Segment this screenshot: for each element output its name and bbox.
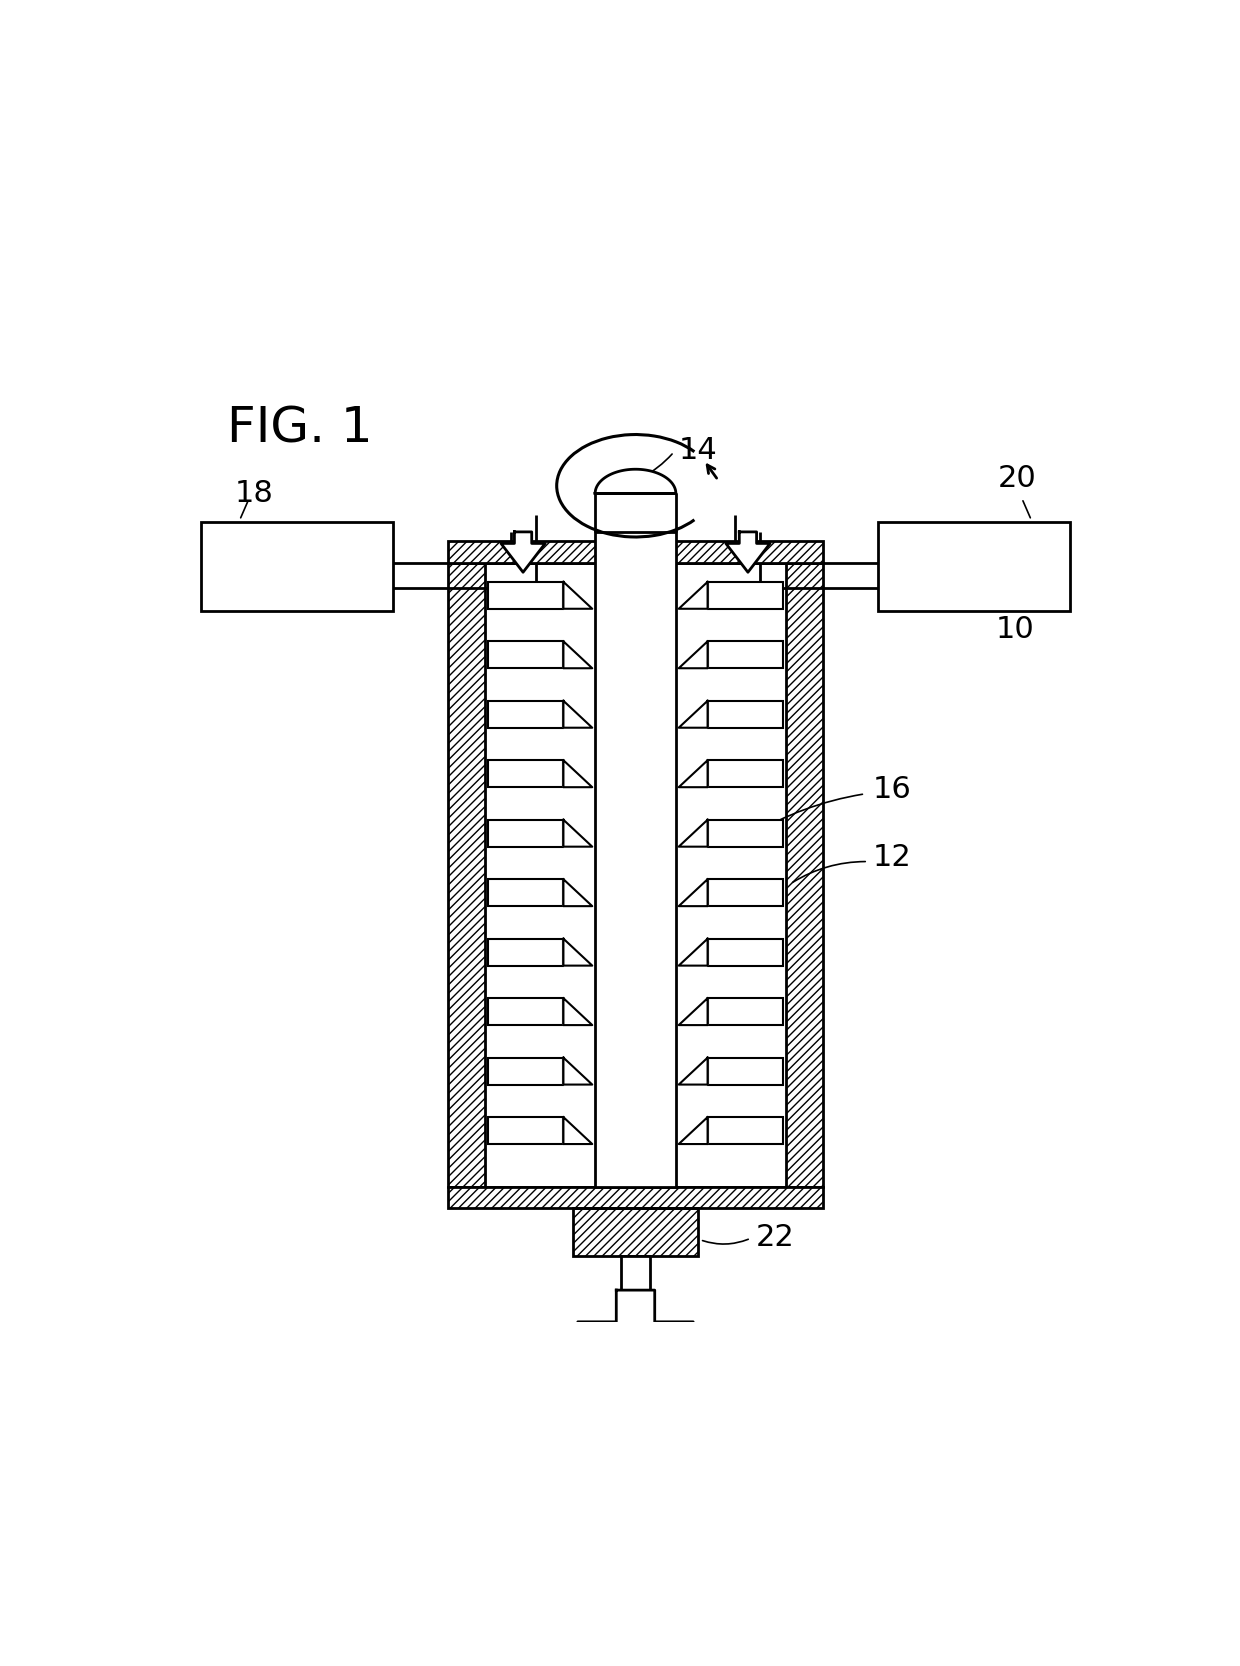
Polygon shape — [678, 760, 708, 788]
Polygon shape — [563, 641, 593, 668]
Bar — [448, 1188, 823, 1208]
Bar — [708, 760, 782, 788]
Text: 12: 12 — [873, 843, 911, 871]
Bar — [595, 531, 676, 1188]
Polygon shape — [563, 938, 593, 966]
Polygon shape — [678, 1058, 708, 1085]
Bar — [489, 1118, 563, 1145]
Polygon shape — [678, 1118, 708, 1145]
Bar — [573, 1208, 698, 1256]
Polygon shape — [563, 998, 593, 1025]
Text: 22: 22 — [755, 1223, 795, 1251]
Polygon shape — [563, 1058, 593, 1085]
Bar — [708, 581, 782, 608]
Polygon shape — [678, 998, 708, 1025]
Bar — [573, 1208, 698, 1256]
Bar — [621, 1256, 650, 1289]
Bar — [448, 1188, 823, 1208]
Bar — [448, 563, 485, 1188]
Polygon shape — [678, 701, 708, 728]
Polygon shape — [595, 470, 676, 493]
Polygon shape — [678, 938, 708, 966]
Text: 20: 20 — [998, 465, 1037, 493]
Bar — [489, 938, 563, 966]
Bar — [448, 541, 823, 563]
Bar — [786, 563, 823, 1188]
Polygon shape — [563, 1118, 593, 1145]
Polygon shape — [725, 531, 770, 571]
Bar — [708, 880, 782, 906]
Bar — [489, 641, 563, 668]
Polygon shape — [501, 531, 546, 571]
Text: FIG. 1: FIG. 1 — [227, 405, 373, 451]
Bar — [489, 701, 563, 728]
Bar — [489, 581, 563, 608]
Bar — [489, 1058, 563, 1085]
Bar — [708, 1118, 782, 1145]
Bar — [708, 1058, 782, 1085]
Bar — [708, 820, 782, 846]
Polygon shape — [563, 880, 593, 906]
Bar — [708, 998, 782, 1025]
Polygon shape — [678, 581, 708, 608]
Bar — [489, 820, 563, 846]
Text: 18: 18 — [234, 478, 274, 508]
Polygon shape — [678, 641, 708, 668]
Polygon shape — [563, 581, 593, 608]
Bar — [485, 563, 786, 1188]
Bar — [878, 521, 1070, 611]
Bar — [489, 998, 563, 1025]
Polygon shape — [563, 820, 593, 846]
Polygon shape — [563, 701, 593, 728]
Polygon shape — [563, 760, 593, 788]
Bar — [708, 701, 782, 728]
Bar — [448, 563, 823, 1188]
Polygon shape — [678, 880, 708, 906]
Polygon shape — [678, 820, 708, 846]
Bar — [489, 880, 563, 906]
Polygon shape — [578, 1289, 693, 1363]
Bar — [201, 521, 393, 611]
Text: 10: 10 — [996, 615, 1034, 645]
Bar — [489, 760, 563, 788]
Text: 14: 14 — [678, 435, 718, 465]
Bar — [448, 541, 823, 563]
Bar — [708, 938, 782, 966]
Text: 16: 16 — [873, 775, 911, 803]
Bar — [708, 641, 782, 668]
